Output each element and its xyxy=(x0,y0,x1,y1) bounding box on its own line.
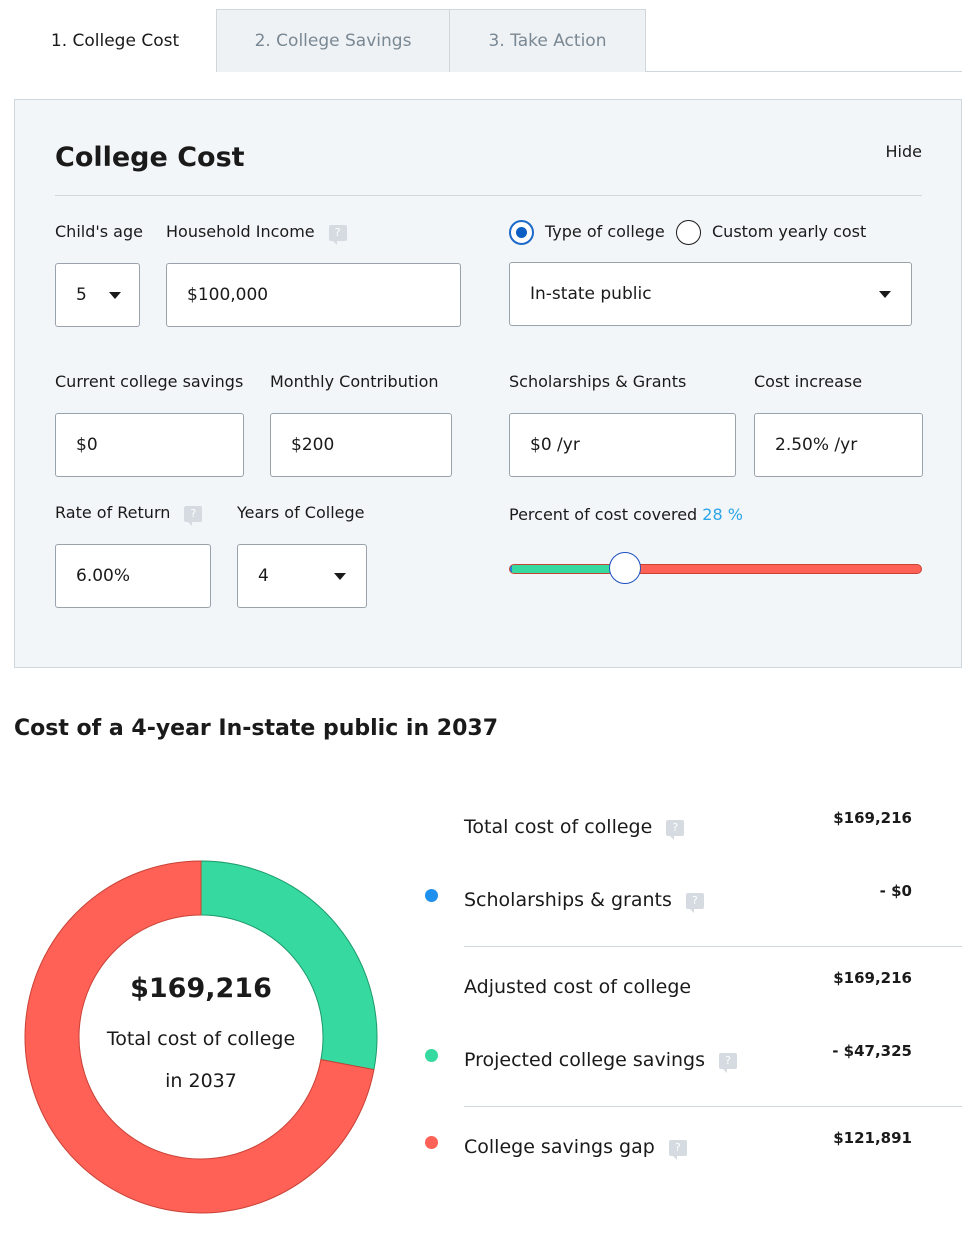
help-icon[interactable]: ? xyxy=(184,505,203,526)
help-icon[interactable]: ? xyxy=(685,892,704,913)
hide-link[interactable]: Hide xyxy=(885,142,922,161)
row-savings-gap-label: College savings gap? xyxy=(464,1136,687,1160)
scholarships-input[interactable]: $0 /yr xyxy=(509,413,736,477)
row-scholarships-value: - $0 xyxy=(879,882,912,900)
donut-label-line2: in 2037 xyxy=(165,1069,237,1092)
monthly-contribution-label: Monthly Contribution xyxy=(270,372,439,391)
rate-of-return-input[interactable]: 6.00% xyxy=(55,544,211,608)
scholarships-label: Scholarships & Grants xyxy=(509,372,687,391)
college-type-value: In-state public xyxy=(530,284,652,304)
household-income-input[interactable]: $100,000 xyxy=(166,263,461,327)
row-total-cost-text: Total cost of college xyxy=(464,816,653,838)
tab-college-cost[interactable]: 1. College Cost xyxy=(14,9,216,73)
cost-increase-label: Cost increase xyxy=(754,372,863,391)
slider-scholarship-segment xyxy=(510,565,512,573)
donut-total-amount: $169,216 xyxy=(130,972,272,1004)
row-scholarships-text: Scholarships & grants xyxy=(464,889,672,911)
current-savings-label: Current college savings xyxy=(55,372,244,391)
cost-increase-value: 2.50% /yr xyxy=(775,435,858,455)
row-adjusted-cost-value: $169,216 xyxy=(833,969,912,987)
scholarships-value: $0 /yr xyxy=(530,435,580,455)
scholarships-legend-dot xyxy=(425,889,438,902)
chevron-down-icon xyxy=(334,573,346,580)
radio-custom-yearly-cost[interactable] xyxy=(676,220,701,245)
row-divider xyxy=(464,946,962,947)
childs-age-select[interactable]: 5 xyxy=(55,263,140,327)
years-of-college-value: 4 xyxy=(258,566,269,586)
row-projected-savings-text: Projected college savings xyxy=(464,1049,705,1071)
row-projected-savings-label: Projected college savings? xyxy=(464,1049,737,1073)
monthly-contribution-input[interactable]: $200 xyxy=(270,413,452,477)
row-total-cost-label: Total cost of college? xyxy=(464,816,685,840)
cost-increase-input[interactable]: 2.50% /yr xyxy=(754,413,923,477)
monthly-contribution-value: $200 xyxy=(291,435,335,455)
help-icon[interactable]: ? xyxy=(668,1139,687,1160)
rate-of-return-label-text: Rate of Return xyxy=(55,503,171,522)
help-icon[interactable]: ? xyxy=(328,224,347,245)
radio-custom-yearly-cost-label[interactable]: Custom yearly cost xyxy=(712,222,867,241)
step-tabs: 1. College Cost 2. College Savings 3. Ta… xyxy=(14,9,962,73)
radio-type-of-college-label[interactable]: Type of college xyxy=(545,222,665,241)
percent-covered-label: Percent of cost covered 28 % xyxy=(509,505,743,524)
tab-take-action[interactable]: 3. Take Action xyxy=(449,9,646,72)
donut-slice-gap xyxy=(24,860,375,1214)
savings-legend-dot xyxy=(425,1049,438,1062)
current-savings-input[interactable]: $0 xyxy=(55,413,244,477)
row-savings-gap-value: $121,891 xyxy=(833,1129,912,1147)
years-of-college-label: Years of College xyxy=(237,503,365,522)
rate-of-return-label: Rate of Return? xyxy=(55,503,203,526)
chevron-down-icon xyxy=(879,291,891,298)
household-income-label: Household Income? xyxy=(166,222,347,245)
childs-age-label: Child's age xyxy=(55,222,143,241)
row-adjusted-cost-label: Adjusted cost of college xyxy=(464,976,692,998)
percent-covered-value: 28 % xyxy=(702,505,743,524)
gap-legend-dot xyxy=(425,1136,438,1149)
household-income-value: $100,000 xyxy=(187,285,269,305)
tab-college-savings[interactable]: 2. College Savings xyxy=(216,9,450,72)
row-savings-gap-text: College savings gap xyxy=(464,1136,655,1158)
years-of-college-select[interactable]: 4 xyxy=(237,544,367,608)
childs-age-value: 5 xyxy=(76,285,87,305)
college-cost-panel: College Cost Hide Child's age 5 Househol… xyxy=(14,99,962,668)
row-divider xyxy=(464,1106,962,1107)
donut-center: $169,216 Total cost of college in 2037 xyxy=(24,860,378,1214)
percent-covered-slider-track[interactable] xyxy=(509,564,922,574)
donut-label-line1: Total cost of college xyxy=(106,1027,296,1050)
current-savings-value: $0 xyxy=(76,435,98,455)
help-icon[interactable]: ? xyxy=(718,1052,737,1073)
radio-type-of-college[interactable] xyxy=(509,220,534,245)
percent-covered-label-text: Percent of cost covered xyxy=(509,505,698,524)
results-title: Cost of a 4-year In-state public in 2037 xyxy=(14,716,498,741)
rate-of-return-value: 6.00% xyxy=(76,566,131,586)
panel-divider xyxy=(55,195,922,196)
college-type-select[interactable]: In-state public xyxy=(509,262,912,326)
household-income-label-text: Household Income xyxy=(166,222,315,241)
help-icon[interactable]: ? xyxy=(666,819,685,840)
row-total-cost-value: $169,216 xyxy=(833,809,912,827)
slider-handle[interactable] xyxy=(608,552,641,584)
row-projected-savings-value: - $47,325 xyxy=(832,1042,912,1060)
panel-title: College Cost xyxy=(55,142,245,173)
cost-donut-chart xyxy=(24,860,378,1214)
row-scholarships-label: Scholarships & grants? xyxy=(464,889,704,913)
chevron-down-icon xyxy=(109,292,121,299)
